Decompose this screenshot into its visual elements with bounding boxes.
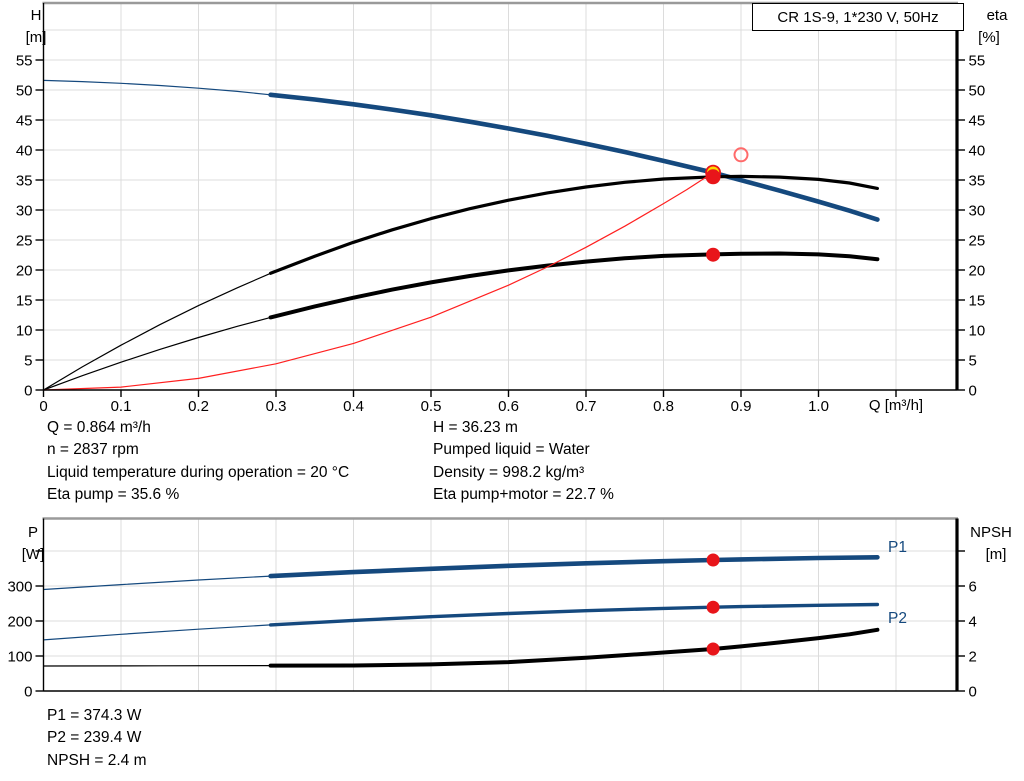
- axis-text: NPSH: [970, 524, 1012, 541]
- duty-point-markers: [705, 147, 749, 262]
- axis-text: 55: [16, 52, 33, 69]
- axis-text: [%]: [978, 29, 1000, 46]
- head-efficiency-chart: 0 0.1 0.2 0.3 0.4 0.5 0.6 0.7 0.8 0.9 1.0 Q [m³/h] 0…: [16, 1, 1009, 415]
- axis-text: 35: [969, 172, 986, 189]
- axis-text: 200: [7, 613, 32, 630]
- series-label-p1: P1: [888, 539, 907, 556]
- eta-pump-motor-curve: [43, 251, 880, 391]
- axis-text: 100: [7, 648, 32, 665]
- gridlines: [43, 3, 957, 390]
- system-curve: [43, 172, 714, 391]
- axis-text: 40: [969, 142, 986, 159]
- axis-text: 0.3: [266, 398, 287, 415]
- gridlines: [43, 518, 957, 691]
- axis-text: 45: [16, 112, 33, 129]
- duty-point-p1[interactable]: [706, 553, 720, 567]
- power-npsh-chart: P1 P2 0 100 200 300 0 2 4 6 P [W] NPSH [m]: [7, 517, 1012, 700]
- axis-text: 15: [969, 292, 986, 309]
- axis-text: 25: [969, 232, 986, 249]
- axis-text: 30: [969, 202, 986, 219]
- annotation-line: H = 36.23 m: [433, 419, 518, 436]
- axis-text: Q [m³/h]: [869, 397, 923, 414]
- axis-text: eta: [987, 7, 1009, 24]
- duty-point-eta-motor[interactable]: [706, 247, 721, 262]
- duty-point-p2[interactable]: [706, 600, 720, 614]
- axis-text: 0.1: [111, 398, 132, 415]
- axis-text: 0.7: [576, 398, 597, 415]
- axis-text: 5: [24, 352, 32, 369]
- axis-text: 20: [16, 262, 33, 279]
- axis-text: 6: [969, 578, 977, 595]
- axis-text: 45: [969, 112, 986, 129]
- axis-text: 50: [969, 82, 986, 99]
- duty-readout-head: H = 36.23 m Pumped liquid = Water Density …: [433, 417, 614, 507]
- axis-text: [m]: [26, 29, 47, 46]
- axis-text: 0.2: [188, 398, 209, 415]
- axis-text: 15: [16, 292, 33, 309]
- eta-pump-curve: [43, 174, 880, 391]
- axis-text: 1.0: [808, 398, 829, 415]
- pump-curve-h: [43, 79, 880, 222]
- axis-text: H: [31, 7, 42, 24]
- axis-text: 0: [24, 382, 32, 399]
- axis-text: 4: [969, 613, 977, 630]
- axis-text: 35: [16, 172, 33, 189]
- axis-text: 0: [969, 683, 977, 700]
- duty-readout-flow: Q = 0.864 m³/h n = 2837 rpm Liquid tempera…: [47, 417, 349, 507]
- axis-text: 25: [16, 232, 33, 249]
- axis-text: 0: [39, 398, 47, 415]
- axis-text: 40: [16, 142, 33, 159]
- axis-text: 2: [969, 648, 977, 665]
- duty-point-eta[interactable]: [705, 169, 721, 185]
- axis-text: 0.6: [498, 398, 519, 415]
- axis-text: 0: [969, 382, 977, 399]
- duty-point-markers: [706, 553, 720, 656]
- npsh-curve: [43, 627, 880, 668]
- annotation-line: Eta pump = 35.6 %: [47, 486, 180, 504]
- axis-text: 0.4: [343, 398, 364, 415]
- annotation-line: NPSH = 2.4 m: [47, 751, 147, 769]
- requested-duty-point[interactable]: [733, 147, 749, 163]
- axis-text: 0.5: [421, 398, 442, 415]
- annotation-line: Eta pump+motor = 22.7 %: [433, 486, 614, 504]
- axis-text: 0: [24, 683, 32, 700]
- annotation-line: Density = 998.2 kg/m³: [433, 463, 585, 481]
- axis-text: 30: [16, 202, 33, 219]
- axis-text: 0.8: [653, 398, 674, 415]
- series-label-p2: P2: [888, 610, 907, 627]
- annotation-line: Pumped liquid = Water: [433, 441, 590, 459]
- annotation-line: n = 2837 rpm: [47, 441, 139, 459]
- axis-text: 0.9: [731, 398, 752, 415]
- annotation-line: P1 = 374.3 W: [47, 707, 142, 724]
- annotation-line: Q = 0.864 m³/h: [47, 419, 151, 436]
- p2-curve: [43, 602, 880, 641]
- p1-curve: [43, 554, 880, 591]
- axis-text: 50: [16, 82, 33, 99]
- axis-text: 55: [969, 52, 986, 69]
- axis-text: 10: [969, 322, 986, 339]
- axis-text: 20: [969, 262, 986, 279]
- chart-title-box: CR 1S-9, 1*230 V, 50Hz: [752, 3, 964, 31]
- axis-text: P: [28, 524, 38, 541]
- annotation-line: P2 = 239.4 W: [47, 729, 142, 747]
- axis-text: 5: [969, 352, 977, 369]
- axis-text: [W]: [22, 546, 45, 563]
- annotation-line: Liquid temperature during operation = 20…: [47, 463, 350, 481]
- axis-text: 300: [7, 578, 32, 595]
- duty-readout-power-npsh: P1 = 374.3 W P2 = 239.4 W NPSH = 2.4 m: [47, 705, 147, 772]
- axis-text: 10: [16, 322, 33, 339]
- axis-text: [m]: [986, 546, 1007, 563]
- duty-point-npsh[interactable]: [706, 642, 720, 656]
